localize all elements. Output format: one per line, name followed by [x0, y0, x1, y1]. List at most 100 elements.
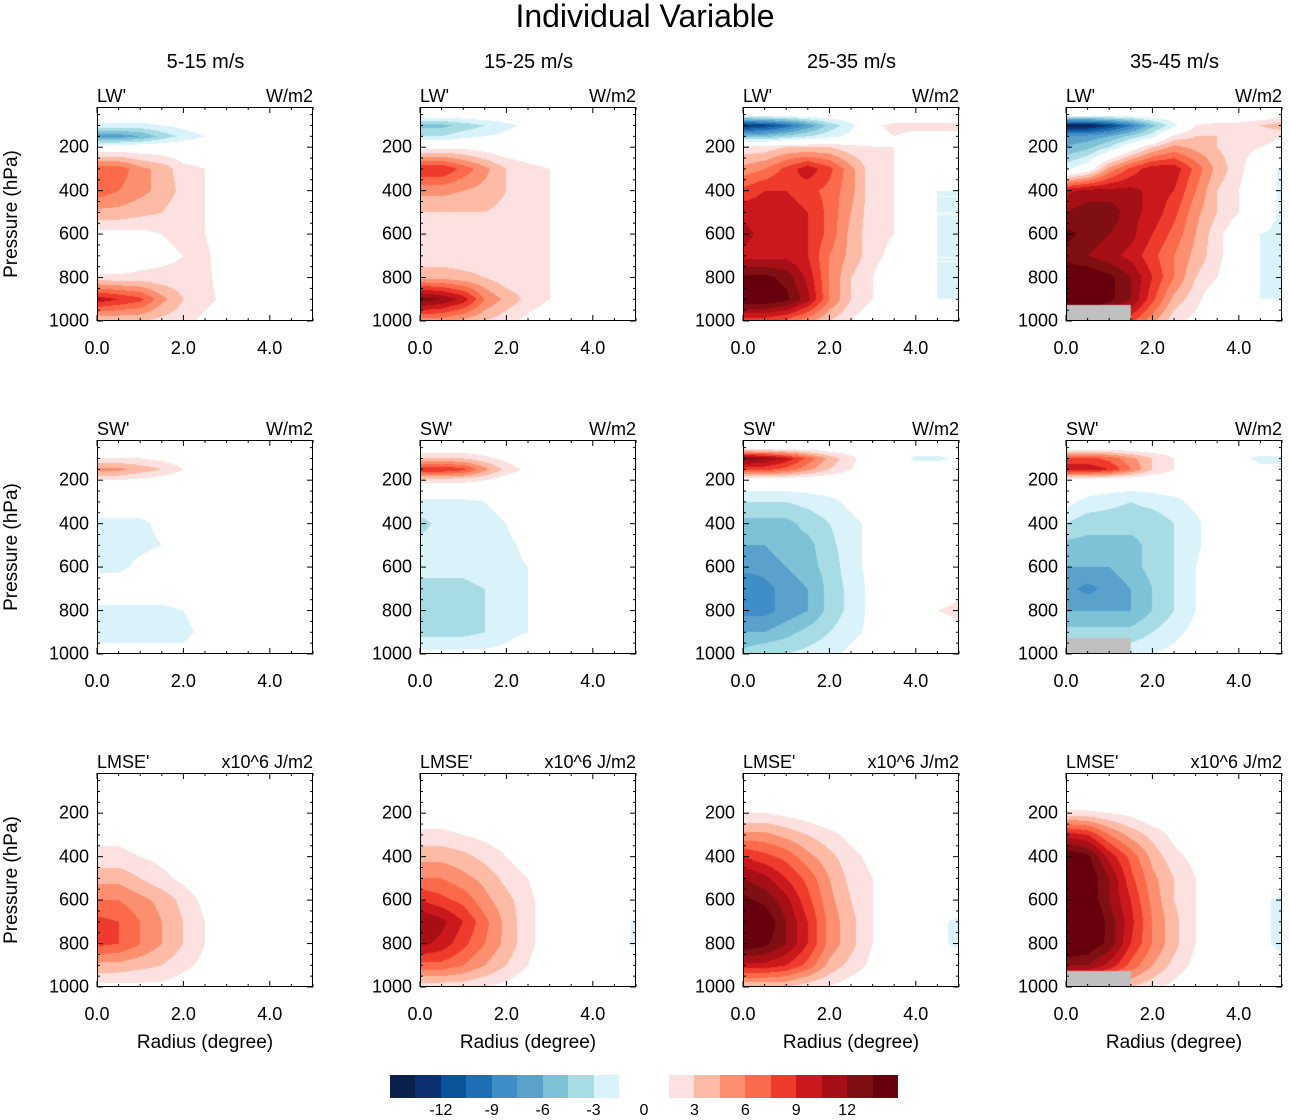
plot-border	[743, 107, 959, 321]
y-tick-label: 200	[1027, 802, 1058, 823]
x-tick-label: 2.0	[1139, 671, 1165, 691]
y-tick-label: 200	[58, 136, 89, 157]
x-axis-label: Radius (degree)	[459, 1032, 597, 1053]
plot-border	[420, 440, 636, 654]
colorbar-tick-label: 0	[639, 1102, 649, 1119]
colorbar-tick-label: -6	[535, 1102, 550, 1119]
x-tick-label: 0.0	[407, 338, 433, 358]
x-tick-label: 4.0	[580, 338, 606, 358]
contour-panel: SW' W/m2 200 400 600 800 1000 0.0 2.0 4.0	[372, 419, 637, 691]
y-tick-label: 200	[381, 802, 412, 823]
y-tick-label: 600	[704, 889, 735, 910]
y-tick-label: 1000	[1017, 643, 1058, 664]
panel-variable-label: LW'	[1066, 86, 1096, 106]
column-title: 35-45 m/s	[1130, 51, 1219, 73]
plot-border	[97, 440, 313, 654]
panel-units-label: W/m2	[912, 86, 959, 106]
contour-fill	[1066, 773, 1282, 987]
x-axis-label: Radius (degree)	[1105, 1032, 1243, 1053]
panel-units-label: W/m2	[589, 86, 636, 106]
y-tick-label: 400	[58, 180, 89, 201]
plot-border	[420, 107, 636, 321]
colorbar-box-negative	[466, 1075, 493, 1098]
panel-variable-label: LMSE'	[97, 752, 150, 772]
contour-panel: LMSE' x10^6 J/m2 200 400 600 800 1000 0.0 2.0 4.0…	[695, 752, 960, 1053]
colorbar-tick-label: 12	[838, 1102, 856, 1119]
colorbar-box-negative	[440, 1075, 467, 1098]
x-tick-label: 0.0	[730, 1004, 756, 1024]
y-tick-label: 800	[1027, 933, 1058, 954]
contour-fill	[1066, 440, 1282, 654]
y-tick-label: 400	[1027, 180, 1058, 201]
colorbar-tick-label: 6	[740, 1102, 750, 1119]
contour-panel: LW' W/m2 200 400 600 800 1000 0.0 2.0 4.0	[695, 86, 960, 358]
x-axis-label: Radius (degree)	[782, 1032, 920, 1053]
contour-panel: LMSE' x10^6 J/m2 200 400 600 800 1000 0.0 2.0 4.0…	[372, 752, 637, 1053]
y-tick-label: 600	[58, 556, 89, 577]
y-tick-label: 600	[58, 889, 89, 910]
contour-fill	[97, 107, 313, 321]
x-tick-label: 0.0	[84, 1004, 110, 1024]
panel-units-label: W/m2	[1235, 86, 1282, 106]
y-tick-label: 800	[704, 933, 735, 954]
x-tick-label: 0.0	[730, 671, 756, 691]
colorbar-box-positive	[719, 1075, 746, 1098]
y-axis-label: Pressure (hPa)	[1, 150, 22, 278]
y-tick-label: 400	[58, 846, 89, 867]
y-tick-label: 800	[1027, 600, 1058, 621]
y-tick-label: 1000	[48, 310, 89, 331]
plot-border	[743, 440, 959, 654]
plot-border	[743, 773, 959, 987]
colorbar-box-negative	[415, 1075, 442, 1098]
y-tick-label: 400	[381, 180, 412, 201]
x-tick-label: 4.0	[903, 1004, 929, 1024]
contour-panel: SW' W/m2 200 400 600 800 1000 0.0 2.0 4.0	[695, 419, 960, 691]
y-tick-label: 800	[58, 600, 89, 621]
plot-border	[97, 107, 313, 321]
x-tick-label: 0.0	[407, 671, 433, 691]
y-tick-label: 200	[704, 469, 735, 490]
panel-variable-label: LW'	[97, 86, 127, 106]
y-tick-label: 400	[58, 513, 89, 534]
panel-variable-label: LMSE'	[1066, 752, 1119, 772]
x-tick-label: 4.0	[580, 671, 606, 691]
y-tick-label: 200	[381, 469, 412, 490]
contour-panel: SW' W/m2 200 400 600 800 1000 0.0 2.0 4.0 Pressure…	[1, 419, 314, 691]
y-tick-label: 400	[1027, 846, 1058, 867]
y-tick-label: 800	[381, 933, 412, 954]
colorbar-box-negative	[390, 1075, 416, 1098]
y-tick-label: 1000	[1017, 976, 1058, 997]
axes-frame	[419, 773, 637, 988]
y-tick-label: 200	[704, 136, 735, 157]
contour-fill	[97, 440, 313, 654]
y-tick-label: 1000	[694, 643, 735, 664]
panel-units-label: W/m2	[1235, 419, 1282, 439]
colorbar-tick-label: 3	[689, 1102, 699, 1119]
colorbar-box-positive	[669, 1075, 695, 1098]
panel-variable-label: SW'	[420, 419, 453, 439]
panel-units-label: x10^6 J/m2	[221, 752, 314, 772]
panel-variable-label: LW'	[420, 86, 450, 106]
plot-border	[1066, 773, 1282, 987]
x-tick-label: 4.0	[257, 1004, 283, 1024]
panel-variable-label: LW'	[743, 86, 773, 106]
contour-fill	[97, 773, 313, 987]
axes-frame	[742, 440, 960, 655]
x-tick-label: 0.0	[407, 1004, 433, 1024]
colorbar-tick-label: -12	[429, 1102, 453, 1119]
y-tick-label: 400	[1027, 513, 1058, 534]
x-tick-label: 0.0	[1053, 1004, 1079, 1024]
panel-units-label: x10^6 J/m2	[544, 752, 637, 772]
y-tick-label: 200	[58, 802, 89, 823]
contour-panel: LW' W/m2 200 400 600 800 1000 0.0 2.0 4.0	[1018, 86, 1283, 358]
x-tick-label: 2.0	[816, 338, 842, 358]
x-tick-label: 2.0	[170, 338, 196, 358]
axes-frame	[96, 107, 314, 322]
y-tick-label: 600	[704, 223, 735, 244]
y-tick-label: 1000	[371, 976, 412, 997]
colorbar-box-negative	[568, 1075, 595, 1098]
colorbar-box-positive	[770, 1075, 797, 1098]
y-tick-label: 600	[58, 223, 89, 244]
colorbar-box-negative	[593, 1075, 620, 1098]
y-tick-label: 800	[1027, 267, 1058, 288]
